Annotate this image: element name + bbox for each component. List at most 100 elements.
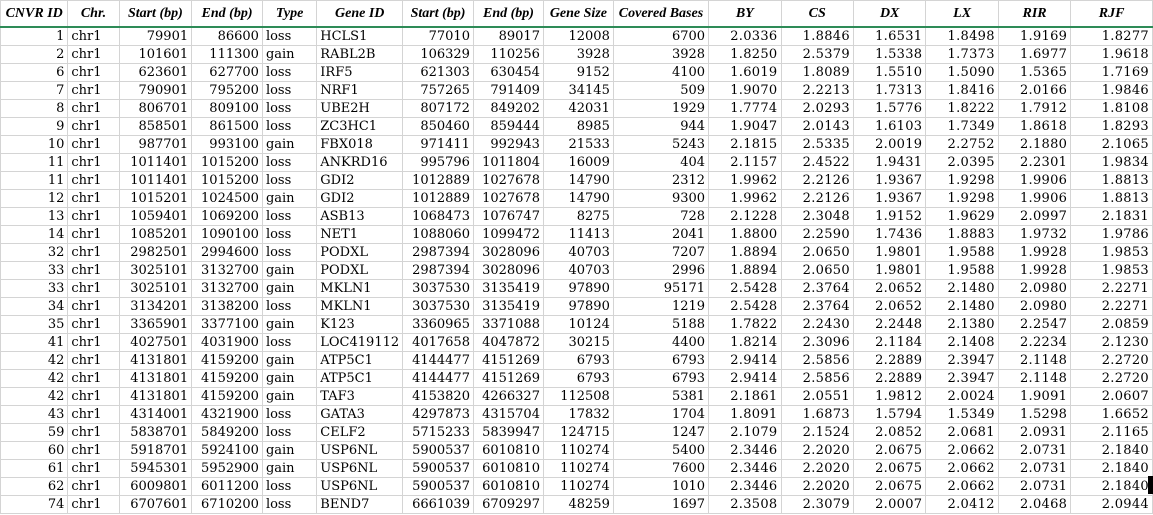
- table-cell[interactable]: IRF5: [316, 63, 404, 82]
- table-cell[interactable]: 3377100: [191, 315, 263, 334]
- header-gene-id[interactable]: Gene ID: [316, 0, 404, 28]
- table-cell[interactable]: 809100: [191, 99, 263, 118]
- table-cell[interactable]: 4151269: [472, 351, 544, 370]
- table-cell[interactable]: 1011804: [472, 153, 544, 172]
- table-cell[interactable]: 1069200: [191, 207, 263, 226]
- table-cell[interactable]: 1011401: [118, 171, 193, 190]
- table-cell[interactable]: 2.0944: [1070, 495, 1153, 514]
- table-cell[interactable]: 5838701: [118, 423, 193, 442]
- header-covered-bases[interactable]: Covered Bases: [612, 0, 710, 28]
- table-cell[interactable]: 8275: [542, 207, 614, 226]
- table-cell[interactable]: 8985: [542, 117, 614, 136]
- table-cell[interactable]: 1.9367: [852, 189, 927, 208]
- table-cell[interactable]: 33: [0, 279, 69, 298]
- table-cell[interactable]: 4017658: [402, 333, 474, 352]
- table-cell[interactable]: 2.1524: [780, 423, 854, 442]
- table-cell[interactable]: 1247: [612, 423, 710, 442]
- table-cell[interactable]: 2.2752: [925, 135, 999, 154]
- table-cell[interactable]: 757265: [402, 81, 474, 100]
- table-cell[interactable]: chr1: [67, 405, 120, 424]
- table-cell[interactable]: 1.8293: [1070, 117, 1153, 136]
- table-cell[interactable]: 4144477: [402, 351, 474, 370]
- table-cell[interactable]: 3365901: [118, 315, 193, 334]
- table-cell[interactable]: 2.3446: [708, 477, 782, 496]
- table-cell[interactable]: 2.1228: [708, 207, 782, 226]
- table-cell[interactable]: 627700: [191, 63, 263, 82]
- table-cell[interactable]: 1219: [612, 297, 710, 316]
- table-cell[interactable]: 1.9298: [925, 171, 999, 190]
- table-cell[interactable]: 7207: [612, 243, 710, 262]
- table-cell[interactable]: 5952900: [191, 459, 263, 478]
- table-cell[interactable]: 2.2590: [780, 225, 854, 244]
- table-cell[interactable]: 1.9962: [708, 189, 782, 208]
- table-cell[interactable]: 1.5365: [997, 63, 1072, 82]
- header-rir[interactable]: RIR: [997, 0, 1072, 28]
- table-cell[interactable]: 3028096: [472, 243, 544, 262]
- table-cell[interactable]: 1085201: [118, 225, 193, 244]
- table-cell[interactable]: 790901: [118, 81, 193, 100]
- table-cell[interactable]: 2.2213: [780, 81, 854, 100]
- table-cell[interactable]: 2.3764: [780, 297, 854, 316]
- table-cell[interactable]: 1.7822: [708, 315, 782, 334]
- table-cell[interactable]: 4031900: [191, 333, 263, 352]
- table-cell[interactable]: PODXL: [316, 261, 404, 280]
- table-cell[interactable]: 2.0859: [1070, 315, 1153, 334]
- table-cell[interactable]: 6010810: [472, 441, 544, 460]
- table-cell[interactable]: 3132700: [191, 261, 263, 280]
- table-cell[interactable]: 32: [0, 243, 69, 262]
- header-by[interactable]: BY: [708, 0, 782, 28]
- table-cell[interactable]: UBE2H: [316, 99, 404, 118]
- table-cell[interactable]: 3928: [612, 45, 710, 64]
- table-cell[interactable]: 1.5090: [925, 63, 999, 82]
- table-cell[interactable]: 5900537: [402, 441, 474, 460]
- table-cell[interactable]: 2.1230: [1070, 333, 1153, 352]
- table-cell[interactable]: chr1: [67, 315, 120, 334]
- table-cell[interactable]: 2.2126: [780, 189, 854, 208]
- table-cell[interactable]: chr1: [67, 45, 120, 64]
- table-cell[interactable]: 6009801: [118, 477, 193, 496]
- table-cell[interactable]: 1.9812: [852, 387, 927, 406]
- table-cell[interactable]: 2.1831: [1070, 207, 1153, 226]
- table-cell[interactable]: 1090100: [191, 225, 263, 244]
- table-cell[interactable]: 1.6019: [708, 63, 782, 82]
- table-cell[interactable]: 2.1148: [997, 369, 1072, 388]
- table-cell[interactable]: 1068473: [402, 207, 474, 226]
- table-cell[interactable]: 1.5776: [852, 99, 927, 118]
- table-cell[interactable]: gain: [261, 189, 318, 208]
- table-cell[interactable]: 2: [0, 45, 69, 64]
- table-cell[interactable]: 2.0931: [997, 423, 1072, 442]
- table-cell[interactable]: 1.9152: [852, 207, 927, 226]
- table-cell[interactable]: 6793: [612, 369, 710, 388]
- table-cell[interactable]: 2312: [612, 171, 710, 190]
- table-cell[interactable]: 2041: [612, 225, 710, 244]
- table-cell[interactable]: 944: [612, 117, 710, 136]
- table-cell[interactable]: loss: [261, 153, 318, 172]
- table-cell[interactable]: 9: [0, 117, 69, 136]
- table-cell[interactable]: 4131801: [118, 351, 193, 370]
- table-cell[interactable]: 995796: [402, 153, 474, 172]
- table-cell[interactable]: chr1: [67, 99, 120, 118]
- header-gene-end[interactable]: End (bp): [472, 0, 544, 28]
- table-cell[interactable]: 2.1815: [708, 135, 782, 154]
- table-cell[interactable]: chr1: [67, 153, 120, 172]
- table-cell[interactable]: 2.2271: [1070, 279, 1153, 298]
- table-cell[interactable]: 1.9629: [925, 207, 999, 226]
- table-cell[interactable]: 1.7169: [1070, 63, 1153, 82]
- table-cell[interactable]: 2.2271: [1070, 297, 1153, 316]
- table-cell[interactable]: ATP5C1: [316, 351, 404, 370]
- table-cell[interactable]: 2.1148: [997, 351, 1072, 370]
- table-cell[interactable]: 2.0675: [852, 441, 927, 460]
- table-cell[interactable]: 2.0662: [925, 459, 999, 478]
- table-cell[interactable]: 6011200: [191, 477, 263, 496]
- table-cell[interactable]: 60: [0, 441, 69, 460]
- table-cell[interactable]: 1.7349: [925, 117, 999, 136]
- table-cell[interactable]: 1.8846: [780, 26, 854, 46]
- table-cell[interactable]: 2982501: [118, 243, 193, 262]
- table-cell[interactable]: chr1: [67, 369, 120, 388]
- table-cell[interactable]: 1.6652: [1070, 405, 1153, 424]
- table-cell[interactable]: 1.9853: [1070, 261, 1153, 280]
- table-cell[interactable]: loss: [261, 225, 318, 244]
- table-cell[interactable]: 2994600: [191, 243, 263, 262]
- table-cell[interactable]: 2.0412: [925, 495, 999, 514]
- table-cell[interactable]: 62: [0, 477, 69, 496]
